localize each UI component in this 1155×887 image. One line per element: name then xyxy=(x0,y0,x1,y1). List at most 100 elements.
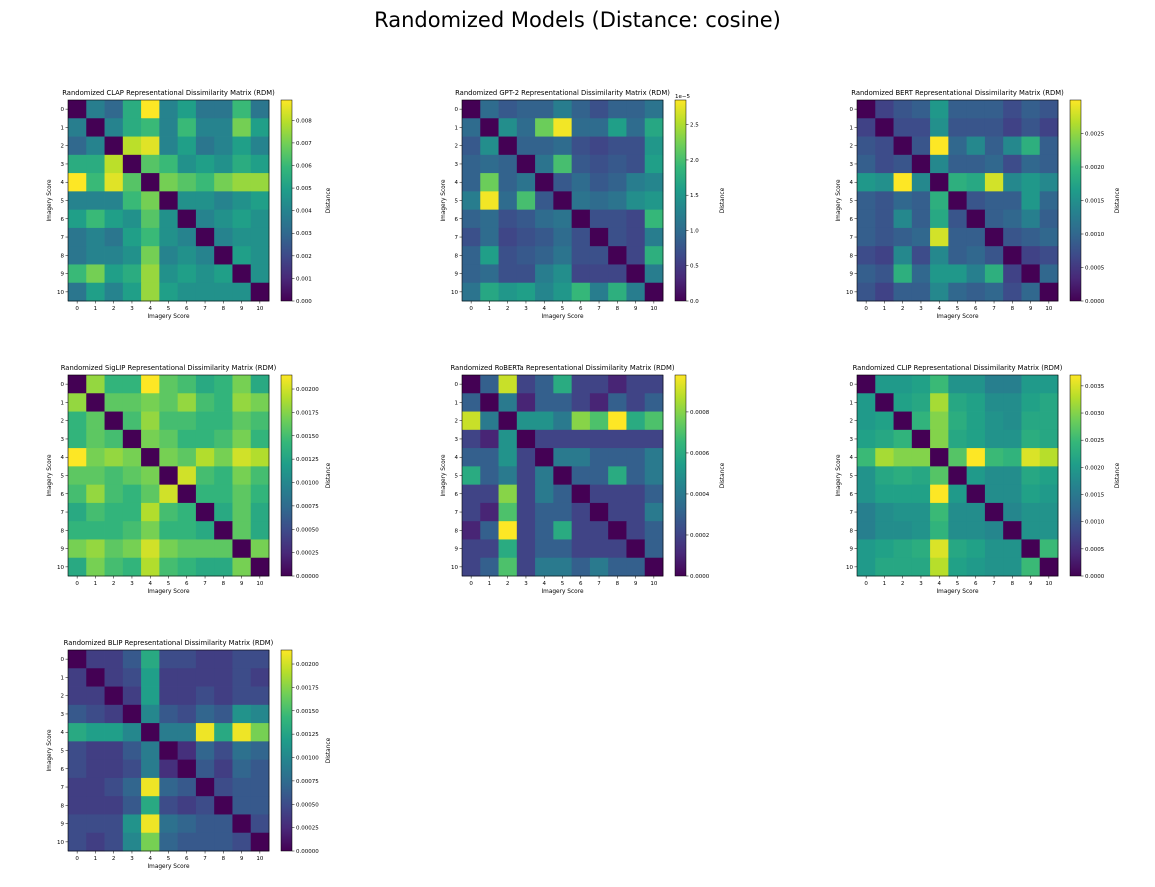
heatmap-cell xyxy=(195,191,215,211)
colorbar-tick-label: 2.0 xyxy=(690,158,699,164)
heatmap-cell xyxy=(86,484,105,504)
heatmap-cell xyxy=(86,832,105,852)
x-tick-label: 9 xyxy=(240,581,244,587)
heatmap-cell xyxy=(250,411,270,431)
colorbar-tick-label: 0.001 xyxy=(296,276,312,282)
x-tick-label: 9 xyxy=(634,581,638,587)
heatmap-cell xyxy=(875,136,894,156)
colorbar-tick-label: 0.00175 xyxy=(296,410,319,416)
heatmap-cell xyxy=(232,448,252,467)
colorbar-tick-label: 0.00100 xyxy=(296,481,319,487)
heatmap-cell xyxy=(893,282,913,302)
heatmap-cell xyxy=(159,191,179,211)
heatmap-cell xyxy=(626,448,646,467)
heatmap-cell xyxy=(195,411,215,431)
heatmap-cell xyxy=(214,282,233,302)
heatmap-cell xyxy=(875,539,894,559)
heatmap-cell xyxy=(122,191,142,211)
heatmap-cell xyxy=(250,521,270,540)
heatmap-cell xyxy=(966,393,986,412)
y-tick-label: 8 xyxy=(850,528,854,534)
y-tick-label: 9 xyxy=(455,547,459,553)
heatmap-cell xyxy=(571,173,591,192)
heatmap-cell xyxy=(122,100,142,119)
x-tick-label: 3 xyxy=(130,306,134,312)
heatmap-cell xyxy=(141,814,160,834)
heatmap-cell xyxy=(516,429,536,449)
heatmap-cell xyxy=(177,246,197,265)
heatmap-cell xyxy=(214,100,233,119)
heatmap-cell xyxy=(195,539,215,559)
y-tick-label: 6 xyxy=(455,217,459,223)
y-tick-label: 1 xyxy=(455,125,459,131)
heatmap-cell xyxy=(911,448,931,467)
heatmap-cell xyxy=(608,557,627,577)
heatmap-cell xyxy=(462,448,481,467)
heatmap-cell xyxy=(104,796,124,815)
heatmap-cell xyxy=(984,173,1004,192)
y-tick-label: 5 xyxy=(850,474,854,480)
y-tick-label: 6 xyxy=(850,217,854,223)
heatmap-cell xyxy=(250,466,270,486)
heatmap-cell xyxy=(875,429,894,449)
heatmap-cell xyxy=(608,448,627,467)
heatmap-cell xyxy=(626,393,646,412)
colorbar-tick-label: 0.002 xyxy=(296,254,312,260)
heatmap-cell xyxy=(984,264,1004,284)
heatmap-cell xyxy=(626,227,646,247)
heatmap-cell xyxy=(480,118,499,137)
heatmap-cell xyxy=(214,832,233,852)
y-tick-label: 10 xyxy=(846,290,853,296)
heatmap-cell xyxy=(893,209,913,229)
x-tick-label: 6 xyxy=(185,581,189,587)
heatmap-cell xyxy=(159,796,179,815)
heatmap-cell xyxy=(930,282,949,302)
heatmap-cell xyxy=(857,136,876,156)
colorbar-tick-label: 0.00025 xyxy=(296,826,319,832)
heatmap-cell xyxy=(516,539,536,559)
heatmap-cell xyxy=(589,448,609,467)
heatmap-cell xyxy=(1039,521,1059,540)
heatmap-cell xyxy=(1021,448,1041,467)
x-tick-label: 1 xyxy=(883,581,887,587)
heatmap-cell xyxy=(159,264,179,284)
heatmap-cell xyxy=(177,484,197,504)
heatmap-cell xyxy=(232,759,252,779)
heatmap-cell xyxy=(141,686,160,706)
heatmap-cell xyxy=(177,759,197,779)
heatmap-cell xyxy=(195,375,215,394)
heatmap-cell xyxy=(966,173,986,192)
heatmap-cell xyxy=(608,246,627,265)
heatmap-cell xyxy=(462,484,481,504)
heatmap-cell xyxy=(553,521,573,540)
heatmap-cell xyxy=(948,227,968,247)
heatmap-cell xyxy=(516,557,536,577)
x-tick-label: 7 xyxy=(203,306,207,312)
heatmap-cell xyxy=(571,246,591,265)
heatmap-cell xyxy=(966,557,986,577)
heatmap-cell xyxy=(122,759,142,779)
heatmap-cell xyxy=(141,246,160,265)
heatmap-cell xyxy=(857,282,876,302)
heatmap-cell xyxy=(480,484,499,504)
heatmap-cell xyxy=(1039,173,1059,192)
colorbar-tick-label: 0.005 xyxy=(296,186,312,192)
heatmap-cell xyxy=(232,118,252,137)
heatmap-cell xyxy=(122,264,142,284)
heatmap-cell xyxy=(1021,118,1041,137)
heatmap-cell xyxy=(948,375,968,394)
heatmap-cell xyxy=(1021,246,1041,265)
heatmap-cell xyxy=(141,759,160,779)
heatmap-cell xyxy=(535,466,554,486)
heatmap-cell xyxy=(68,191,87,211)
heatmap-cell xyxy=(535,375,554,394)
colorbar-tick-label: 0.5 xyxy=(690,264,699,270)
heatmap-cell xyxy=(984,539,1004,559)
heatmap-cell xyxy=(930,100,949,119)
heatmap-cell xyxy=(250,136,270,156)
heatmap-cell xyxy=(177,686,197,706)
heatmap-cell xyxy=(104,191,124,211)
heatmap-cell xyxy=(875,227,894,247)
heatmap-cell xyxy=(177,393,197,412)
heatmap-cell xyxy=(141,484,160,504)
